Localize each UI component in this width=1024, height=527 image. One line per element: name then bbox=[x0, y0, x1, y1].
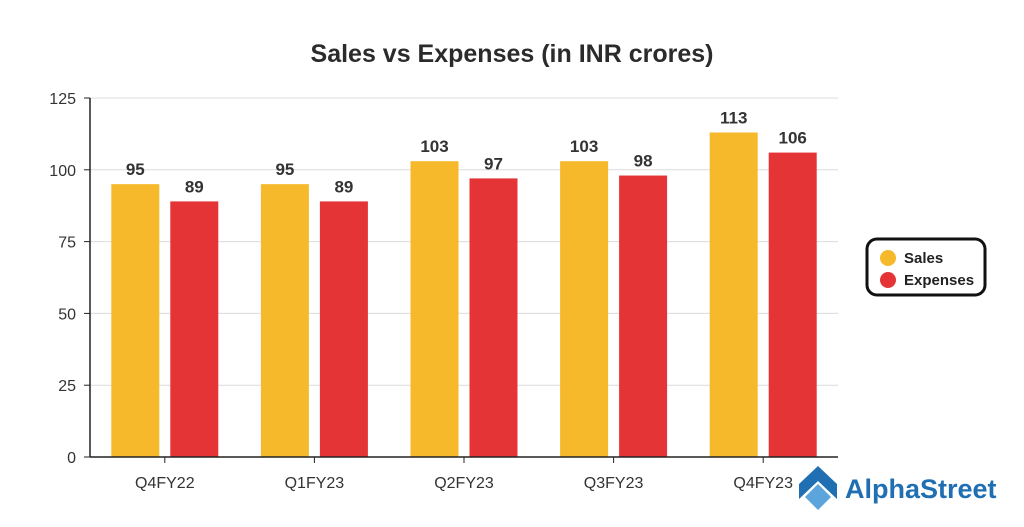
data-label-expenses: 97 bbox=[484, 154, 503, 173]
x-tick-label: Q1FY23 bbox=[285, 475, 345, 492]
bar-expenses bbox=[170, 201, 219, 457]
y-tick-label: 125 bbox=[49, 91, 76, 108]
data-label-expenses: 89 bbox=[334, 177, 353, 196]
x-tick-label: Q3FY23 bbox=[584, 475, 644, 492]
legend-swatch-expenses bbox=[880, 272, 896, 288]
y-tick-label: 50 bbox=[58, 306, 76, 323]
bar-expenses bbox=[768, 152, 817, 457]
bar-sales bbox=[410, 161, 459, 457]
bar-expenses bbox=[319, 201, 368, 457]
legend-label-sales: Sales bbox=[904, 250, 943, 267]
y-tick-label: 75 bbox=[58, 235, 76, 252]
x-tick-label: Q4FY23 bbox=[733, 475, 793, 492]
y-tick-label: 0 bbox=[67, 450, 76, 467]
legend: Sales Expenses bbox=[865, 237, 987, 297]
axes: 0 25 50 75 100 125 Q4FY22 Q1FY23 Q2FY23 Q3FY23 Q4F… bbox=[49, 91, 838, 492]
bars: 95 89 95 89 103 97 103 98 113 106 bbox=[111, 108, 817, 458]
y-tick-label: 100 bbox=[49, 163, 76, 180]
bar-expenses bbox=[619, 175, 668, 457]
data-label-sales: 103 bbox=[570, 137, 598, 156]
brand-name: AlphaStreet bbox=[845, 474, 997, 504]
bar-sales bbox=[260, 184, 309, 457]
bar-sales bbox=[560, 161, 609, 457]
legend-swatch-sales bbox=[880, 250, 896, 266]
bar-expenses bbox=[469, 178, 518, 457]
y-tick-label: 25 bbox=[58, 378, 76, 395]
data-label-sales: 113 bbox=[720, 108, 747, 127]
data-label-sales: 95 bbox=[126, 160, 145, 179]
chart-title: Sales vs Expenses (in INR crores) bbox=[311, 40, 714, 68]
bar-sales bbox=[709, 132, 758, 458]
data-label-sales: 103 bbox=[420, 137, 448, 156]
x-tick-label: Q2FY23 bbox=[434, 475, 494, 492]
brand-logo: AlphaStreet bbox=[799, 466, 997, 510]
data-label-expenses: 106 bbox=[779, 129, 807, 148]
legend-box bbox=[865, 237, 987, 297]
data-label-sales: 95 bbox=[275, 160, 294, 179]
bar-sales bbox=[111, 184, 160, 457]
legend-label-expenses: Expenses bbox=[904, 272, 974, 289]
data-label-expenses: 98 bbox=[634, 152, 653, 171]
x-tick-label: Q4FY22 bbox=[135, 475, 195, 492]
alphastreet-logo-icon bbox=[799, 466, 837, 510]
data-label-expenses: 89 bbox=[185, 177, 204, 196]
